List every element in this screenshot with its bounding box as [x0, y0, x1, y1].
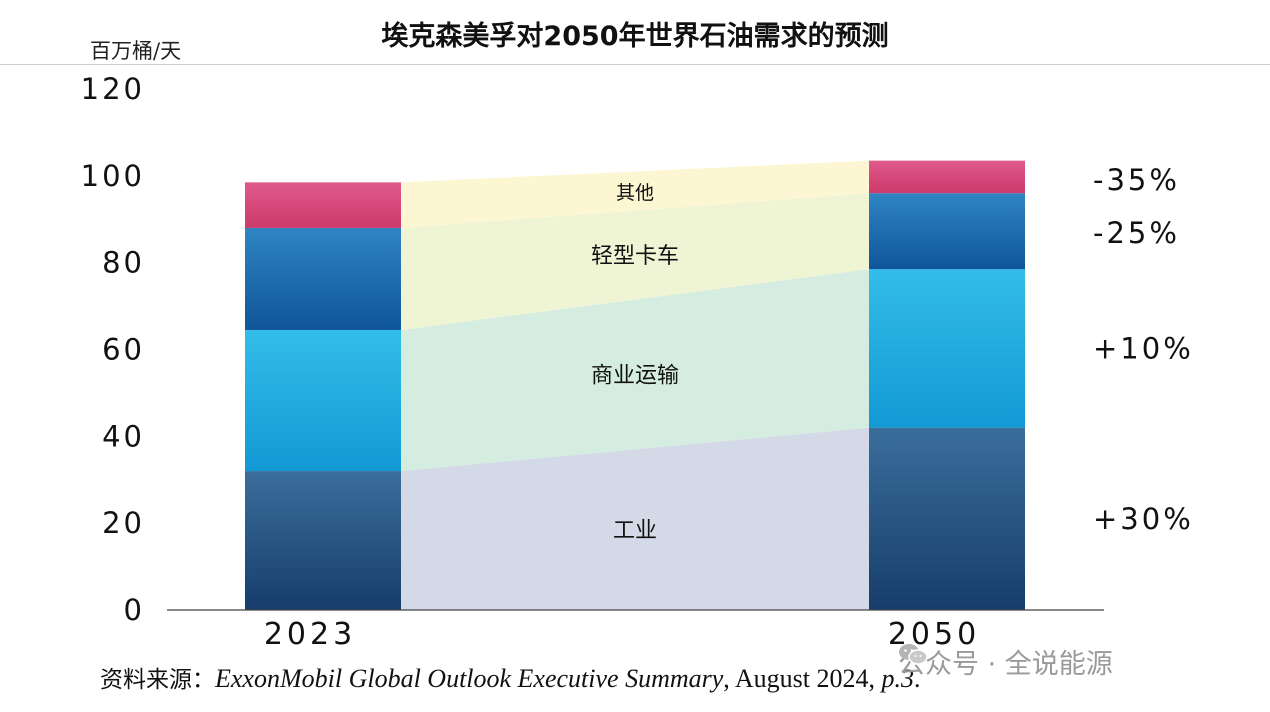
- bar-2050-seg0: [869, 427, 1025, 610]
- bar-2050-seg1: [869, 269, 1025, 428]
- source-prefix: 资料来源：: [100, 667, 215, 693]
- band-label: 工业: [613, 519, 657, 544]
- source-date: , August 2024,: [723, 664, 882, 693]
- bar-2023-seg2: [245, 227, 401, 330]
- source-end: .: [913, 664, 921, 693]
- title-divider: [0, 64, 1270, 65]
- bar-2023-seg3: [245, 182, 401, 228]
- watermark-text: 公众号 · 全说能源: [898, 649, 1113, 680]
- band-label: 其他: [616, 182, 654, 204]
- bar-2050-seg3: [869, 160, 1025, 194]
- y-tick-label: 40: [102, 419, 145, 453]
- change-label: +10%: [1093, 331, 1194, 365]
- wechat-icon: [899, 644, 928, 665]
- y-axis-unit-label: 百万桶/天: [90, 39, 182, 63]
- y-tick-label: 100: [81, 159, 145, 193]
- y-tick-label: 20: [102, 506, 145, 540]
- bar-2023-seg0: [245, 471, 401, 610]
- watermark: 公众号 · 全说能源: [898, 642, 1113, 681]
- y-tick-label: 60: [102, 333, 145, 367]
- chart-title: 埃克森美孚对2050年世界石油需求的预测: [381, 21, 889, 52]
- y-tick-label: 0: [124, 593, 145, 627]
- y-tick-label: 120: [81, 72, 145, 106]
- source-title: ExxonMobil Global Outlook Executive Summ…: [215, 664, 724, 693]
- band-label: 轻型卡车: [591, 244, 679, 269]
- source-note: 资料来源：ExxonMobil Global Outlook Executive…: [100, 660, 920, 694]
- band-seg1: [401, 269, 869, 472]
- y-tick-label: 80: [102, 246, 145, 280]
- bar-2023-seg1: [245, 329, 401, 472]
- band-label: 商业运输: [591, 363, 679, 388]
- band-seg0: [401, 427, 869, 610]
- x-category-label: 2023: [264, 617, 356, 652]
- change-label: -25%: [1093, 216, 1180, 250]
- band-seg2: [401, 193, 869, 330]
- change-label: -35%: [1093, 163, 1180, 197]
- band-seg3: [401, 160, 869, 228]
- bar-2050-seg2: [869, 193, 1025, 270]
- source-page: p.3: [881, 664, 914, 693]
- change-label: +30%: [1093, 502, 1194, 536]
